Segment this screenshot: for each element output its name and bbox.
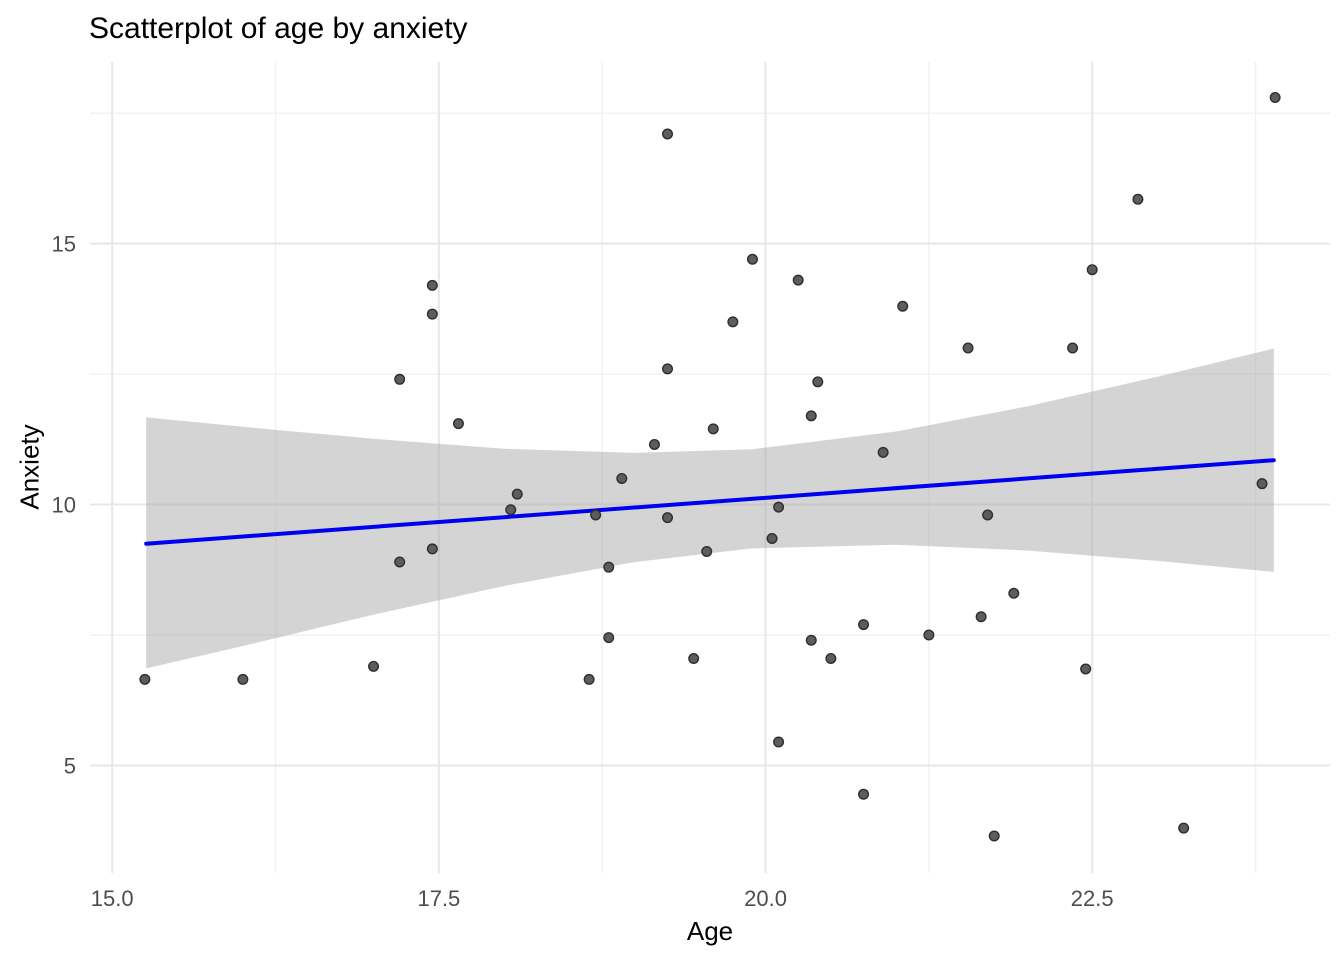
data-point [452, 418, 464, 430]
data-point [590, 509, 602, 521]
data-point [773, 736, 785, 748]
data-point [923, 629, 935, 641]
data-point [603, 632, 615, 644]
data-point [583, 673, 595, 685]
data-point [426, 279, 438, 291]
data-point [858, 619, 870, 631]
data-point [368, 660, 380, 672]
data-point [988, 830, 1000, 842]
x-axis-tick-label: 22.5 [1071, 886, 1114, 911]
x-axis-title: Age [686, 916, 734, 946]
data-point [707, 423, 719, 435]
data-point [1132, 193, 1144, 205]
data-point [139, 673, 151, 685]
data-point [701, 546, 713, 558]
data-point [792, 274, 804, 286]
chart-title: Scatterplot of age by anxiety [89, 12, 468, 45]
y-axis-tick-label: 15 [52, 232, 76, 257]
data-point [825, 653, 837, 665]
data-point [1067, 342, 1079, 354]
data-point [511, 488, 523, 500]
data-point [1008, 587, 1020, 599]
data-point [897, 300, 909, 312]
data-point [805, 410, 817, 422]
data-point [805, 634, 817, 646]
data-point [746, 253, 758, 265]
data-point [648, 439, 660, 451]
data-point [616, 472, 628, 484]
x-axis-tick-label: 17.5 [417, 886, 460, 911]
data-point [962, 342, 974, 354]
data-point [812, 376, 824, 388]
data-point [1086, 264, 1098, 276]
data-point [603, 561, 615, 573]
x-axis-tick-label: 15.0 [91, 886, 134, 911]
data-point [426, 308, 438, 320]
data-point [1256, 478, 1268, 490]
data-point [426, 543, 438, 555]
data-point [975, 611, 987, 623]
confidence-band [146, 348, 1274, 669]
y-axis-tick-label: 10 [52, 493, 76, 518]
data-point [877, 446, 889, 458]
data-point [858, 788, 870, 800]
data-point [1080, 663, 1092, 675]
data-point [766, 532, 778, 544]
data-point [394, 556, 406, 568]
data-point [662, 128, 674, 140]
data-point [688, 653, 700, 665]
x-axis-tick-label: 20.0 [744, 886, 787, 911]
data-point [662, 512, 674, 524]
data-point [237, 673, 249, 685]
data-point [773, 501, 785, 513]
data-point [394, 373, 406, 385]
data-point [982, 509, 994, 521]
trend-line [144, 458, 1276, 546]
y-axis-tick-label: 5 [64, 753, 76, 778]
data-point [727, 316, 739, 328]
data-point [1178, 822, 1190, 834]
data-point [662, 363, 674, 375]
data-point [1269, 91, 1281, 103]
data-point [505, 504, 517, 516]
